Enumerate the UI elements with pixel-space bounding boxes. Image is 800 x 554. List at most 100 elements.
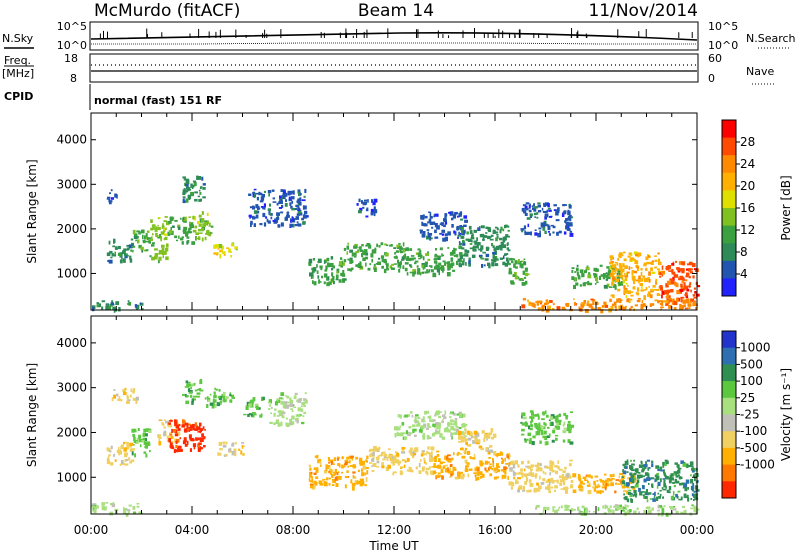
data-cell <box>666 302 669 306</box>
data-cell <box>358 246 362 249</box>
data-cell <box>626 490 629 495</box>
data-cell <box>366 470 369 475</box>
data-cell <box>106 447 110 451</box>
data-cell <box>427 231 430 236</box>
data-cell <box>608 286 613 288</box>
data-cell <box>680 511 684 514</box>
data-cell <box>183 220 187 223</box>
data-cell <box>181 424 185 427</box>
data-cell <box>105 306 109 310</box>
data-cell <box>298 191 301 197</box>
data-cell <box>418 429 423 433</box>
data-cell <box>532 302 535 308</box>
data-cell <box>543 506 547 511</box>
data-cell <box>508 271 513 275</box>
data-cell <box>485 226 489 229</box>
data-cell <box>308 258 313 264</box>
data-cell <box>629 307 632 311</box>
data-cell <box>469 456 472 458</box>
data-cell <box>213 252 217 255</box>
data-cell <box>409 453 412 455</box>
data-cell <box>640 278 644 282</box>
data-cell <box>107 259 110 262</box>
data-cell <box>573 508 577 511</box>
data-cell <box>618 262 622 267</box>
data-cell <box>397 414 401 418</box>
data-cell <box>510 470 513 472</box>
data-cell <box>422 416 425 421</box>
data-cell <box>690 268 693 271</box>
data-cell <box>637 479 640 484</box>
data-cell <box>433 432 438 435</box>
data-cell <box>278 397 283 399</box>
data-cell <box>660 308 663 311</box>
data-cell <box>185 180 190 185</box>
data-cell <box>438 458 441 462</box>
data-cell <box>297 398 302 403</box>
data-cell <box>357 469 360 473</box>
data-cell <box>636 252 639 256</box>
data-cell <box>461 439 465 443</box>
data-cell <box>564 220 567 223</box>
data-cell <box>480 225 485 229</box>
data-cell <box>213 244 217 249</box>
data-cell <box>423 223 426 227</box>
data-cell <box>633 270 638 274</box>
data-cell <box>106 198 110 200</box>
data-cell <box>549 467 553 472</box>
data-cell <box>309 467 312 471</box>
data-cell <box>659 490 662 492</box>
data-cell <box>533 203 535 206</box>
data-cell <box>169 216 174 219</box>
data-cell <box>295 204 298 207</box>
data-cell <box>693 506 697 510</box>
data-cell <box>460 447 464 451</box>
data-cell <box>461 230 464 235</box>
data-cell <box>663 469 665 474</box>
data-cell <box>515 479 517 483</box>
data-cell <box>96 302 100 305</box>
data-cell <box>466 250 470 253</box>
data-cell <box>136 503 140 505</box>
colorbar-tick-label: 16 <box>740 201 755 215</box>
data-cell <box>408 426 412 429</box>
data-cell <box>271 189 275 192</box>
data-cell <box>666 297 669 301</box>
data-cell <box>154 248 158 251</box>
data-cell <box>309 262 312 266</box>
data-cell <box>401 422 405 426</box>
data-cell <box>447 469 451 474</box>
data-cell <box>274 422 279 424</box>
data-cell <box>200 185 203 188</box>
data-cell <box>189 222 194 225</box>
data-cell <box>199 379 203 385</box>
data-cell <box>426 269 429 272</box>
data-cell <box>520 468 523 472</box>
data-cell <box>665 283 669 288</box>
data-cell <box>648 477 652 480</box>
data-cell <box>421 450 425 455</box>
data-cell <box>365 208 369 212</box>
data-cell <box>489 473 493 477</box>
data-cell <box>212 399 217 403</box>
data-cell <box>318 279 321 284</box>
data-cell <box>537 485 542 490</box>
data-cell <box>674 462 678 465</box>
data-cell <box>672 481 676 484</box>
data-cell <box>593 273 596 276</box>
data-cell <box>415 466 418 470</box>
data-cell <box>541 207 544 211</box>
data-cell <box>284 216 288 221</box>
data-cell <box>313 480 317 485</box>
data-cell <box>390 267 393 270</box>
data-cell <box>669 506 672 508</box>
data-cell <box>500 248 503 251</box>
data-cell <box>371 199 374 203</box>
data-cell <box>657 301 660 304</box>
colorbar-tick-label: -100 <box>740 424 767 438</box>
data-cell <box>433 465 438 468</box>
data-cell <box>443 416 447 420</box>
data-cell <box>128 244 133 249</box>
data-cell <box>551 439 555 443</box>
data-cell <box>633 490 637 494</box>
